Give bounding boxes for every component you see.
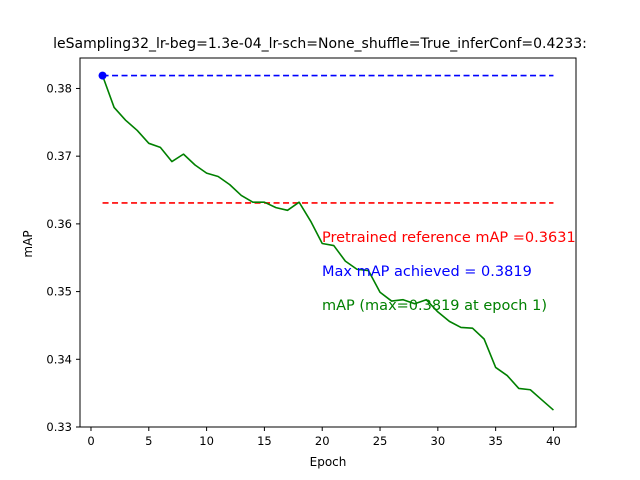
series-line-0: [101, 75, 554, 411]
y-tick-label: 0.36: [46, 217, 72, 231]
chart-title: leSampling32_lr-beg=1.3e-04_lr-sch=None_…: [53, 36, 587, 52]
max-marker: [98, 71, 107, 80]
y-tick-label: 0.38: [46, 81, 72, 95]
annotation-text: Max mAP achieved = 0.3819: [322, 264, 532, 280]
x-tick-label: 25: [373, 434, 388, 448]
annotation-text: mAP (max=0.3819 at epoch 1): [322, 298, 547, 314]
x-tick-label: 0: [87, 434, 94, 448]
annotation-text: Pretrained reference mAP =0.3631: [322, 230, 576, 246]
axes-frame: [79, 57, 577, 428]
x-tick-label: 10: [199, 434, 214, 448]
x-tick-label: 20: [315, 434, 330, 448]
x-axis-label: Epoch: [310, 455, 347, 469]
y-tick-label: 0.33: [46, 420, 72, 434]
y-tick-label: 0.35: [46, 285, 72, 299]
x-tick-label: 30: [431, 434, 446, 448]
y-tick-label: 0.34: [46, 352, 72, 366]
x-tick-label: 5: [145, 434, 152, 448]
x-tick-label: 15: [257, 434, 272, 448]
x-tick-label: 40: [546, 434, 561, 448]
y-axis-label: mAP: [21, 230, 35, 257]
x-tick-label: 35: [488, 434, 503, 448]
y-tick-label: 0.37: [46, 149, 72, 163]
